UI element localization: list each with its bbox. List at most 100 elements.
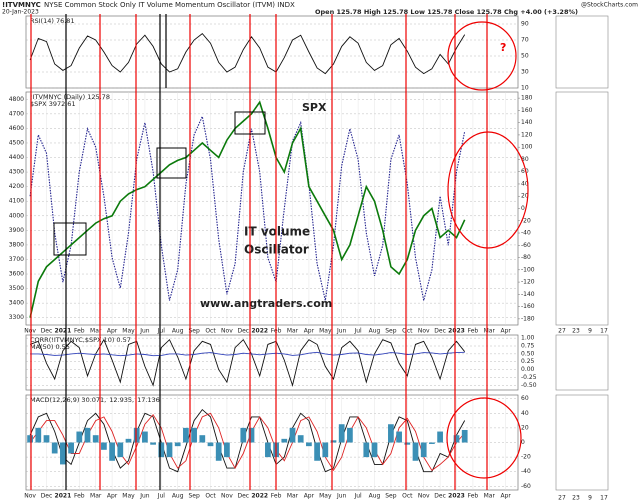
histogram-bar xyxy=(314,442,320,461)
histogram-bar xyxy=(461,429,468,443)
histogram-bar xyxy=(347,427,353,443)
legend-label: $SPX 3972.61 xyxy=(30,100,76,108)
histogram-bar xyxy=(420,442,427,458)
panel-frame xyxy=(25,334,519,391)
x-tick-label: Feb xyxy=(271,493,282,500)
y-tick-label: 0.50 xyxy=(521,350,535,357)
histogram-bar xyxy=(117,442,124,458)
y-tick-label: 4000 xyxy=(9,212,24,219)
histogram-bar xyxy=(199,435,206,443)
y-tick-label: 4300 xyxy=(9,169,24,176)
y2-tick-label: -20 xyxy=(521,217,531,224)
y2-tick-label: 20 xyxy=(521,193,529,200)
annotation: IT volume xyxy=(244,225,310,239)
histogram-bar xyxy=(76,431,83,443)
y2-tick-label: 60 xyxy=(521,168,529,175)
histogram-bar xyxy=(224,442,230,458)
x-tick-label: 2022 xyxy=(251,493,268,500)
histogram-bar xyxy=(281,438,288,443)
y2-tick-label: -180 xyxy=(521,315,535,322)
histogram-bar xyxy=(51,442,58,454)
histogram-bar xyxy=(27,435,33,443)
panel: -0.50-0.250.000.250.500.751.00 CORR(!ITVM… xyxy=(25,334,537,391)
x-tick-label: Dec xyxy=(434,493,446,500)
inset xyxy=(555,15,609,491)
x-tick-label: Mar xyxy=(287,493,299,500)
histogram-bar xyxy=(133,427,140,443)
x-tick-label: May xyxy=(122,328,135,335)
x-tick-label: Aug xyxy=(172,493,184,500)
y2-tick-label: 40 xyxy=(521,180,529,187)
y-tick-label: -0.50 xyxy=(521,382,537,389)
x-tick-label: Mar xyxy=(484,493,496,500)
y2-tick-label: 100 xyxy=(521,144,533,151)
inset-x-label: 27 xyxy=(558,328,566,335)
x-tick-label: Dec xyxy=(237,328,249,335)
y-tick-label: 3800 xyxy=(9,241,24,248)
y-tick-label: 3900 xyxy=(9,227,24,234)
y-tick-label: 0 xyxy=(521,439,525,446)
y-tick-label: 3300 xyxy=(9,314,24,321)
x-tick-label: Mar xyxy=(90,328,102,335)
inset-frame xyxy=(555,91,609,326)
y-tick-label: 4800 xyxy=(9,96,24,103)
y-tick-label: -60 xyxy=(521,483,531,490)
header-title: NYSE Common Stock Only IT Volume Momentu… xyxy=(44,1,295,9)
y2-tick-label: -160 xyxy=(521,303,535,310)
series-line xyxy=(30,351,465,357)
red-lines xyxy=(30,14,488,490)
histogram-bar xyxy=(174,442,181,447)
x-tick-label: Nov xyxy=(418,328,430,335)
x-tick-label: Jul xyxy=(353,493,362,500)
y-tick-label: 30 xyxy=(521,69,529,76)
boxes xyxy=(53,111,266,256)
y-tick-label: 3500 xyxy=(9,285,24,292)
x-tick-label: Sep xyxy=(385,493,397,500)
histogram-bar xyxy=(396,431,402,443)
y-tick-label: 4500 xyxy=(9,139,24,146)
y-tick-label: 1.00 xyxy=(521,335,535,342)
y-tick-label: 90 xyxy=(521,21,529,28)
source: @StockCharts.com xyxy=(581,2,638,9)
symbol: !ITVMNYC xyxy=(2,1,41,9)
x-tick-label: Sep xyxy=(188,493,200,500)
histogram-bar xyxy=(125,438,132,443)
y-tick-label: 70 xyxy=(521,37,529,44)
x-tick-label: Nov xyxy=(24,328,36,335)
x-tick-label: Jun xyxy=(139,493,150,500)
x-tick-label: Nov xyxy=(418,493,430,500)
x-tick-label: Apr xyxy=(107,328,118,335)
legend-label: CORR(!ITVMNYC,$SPX,10) 0.57 xyxy=(30,336,131,344)
y-tick-label: 50 xyxy=(521,53,529,60)
y-tick-label: 3600 xyxy=(9,271,24,278)
legend-label: 12.935, xyxy=(109,396,134,404)
x-tick-label: Sep xyxy=(385,328,397,335)
x-tick-label: Mar xyxy=(90,493,102,500)
histogram-bar xyxy=(412,442,419,461)
y2-tick-label: 180 xyxy=(521,95,533,102)
x-tick-label: 2022 xyxy=(251,328,268,335)
histogram-bar xyxy=(150,442,156,445)
histogram-bar xyxy=(35,427,42,443)
x-tick-label: Mar xyxy=(484,328,496,335)
x-tick-label: Oct xyxy=(402,328,413,335)
series-line xyxy=(29,114,466,301)
inset-x-label: 17 xyxy=(600,328,608,335)
histogram-bar xyxy=(338,424,345,443)
histogram-bar xyxy=(289,427,296,443)
histogram-bar xyxy=(183,427,189,443)
x-tick-label: 2021 xyxy=(55,328,72,335)
histogram-bar xyxy=(265,442,271,458)
x-tick-label: May xyxy=(319,493,332,500)
x-tick-label: Jun xyxy=(336,493,347,500)
histogram-bar xyxy=(322,442,329,458)
histogram-bar xyxy=(43,435,50,443)
x-tick-label: Apr xyxy=(501,328,512,335)
y-tick-label: 20 xyxy=(521,424,529,431)
histogram-bar xyxy=(142,431,148,443)
y-tick-label: -0.25 xyxy=(521,374,537,381)
y-tick-label: 0.25 xyxy=(521,358,535,365)
